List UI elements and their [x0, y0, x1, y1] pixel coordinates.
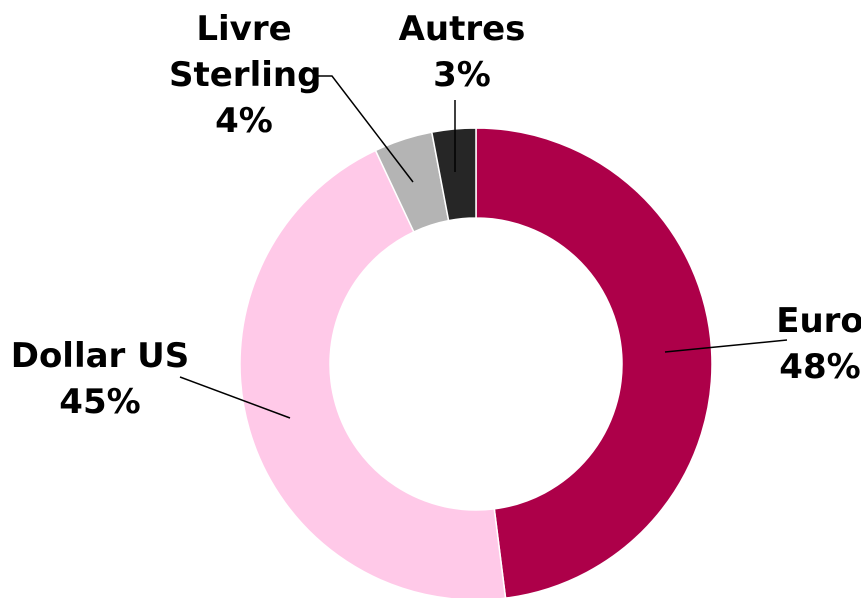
slice-label: Euro 48% [760, 298, 861, 390]
slice-label: Livre Sterling 4% [169, 6, 322, 144]
donut-slice [430, 127, 477, 222]
donut-slice [475, 127, 713, 598]
slice-label: Autres 3% [387, 6, 537, 98]
leader-line [664, 339, 788, 353]
leader-line [318, 75, 414, 183]
category-label: Dollar US [10, 336, 190, 376]
category-label: Autres [398, 9, 526, 49]
value-label: 45% [59, 382, 141, 422]
leader-line [179, 376, 291, 419]
slice-label: Dollar US 45% [0, 333, 210, 425]
category-label: Livre Sterling [169, 9, 322, 95]
slices [239, 127, 713, 598]
value-label: 4% [215, 101, 273, 141]
category-label: Euro [776, 301, 861, 341]
value-label: 48% [779, 347, 861, 387]
value-label: 3% [433, 55, 491, 95]
donut-slice [239, 149, 507, 598]
